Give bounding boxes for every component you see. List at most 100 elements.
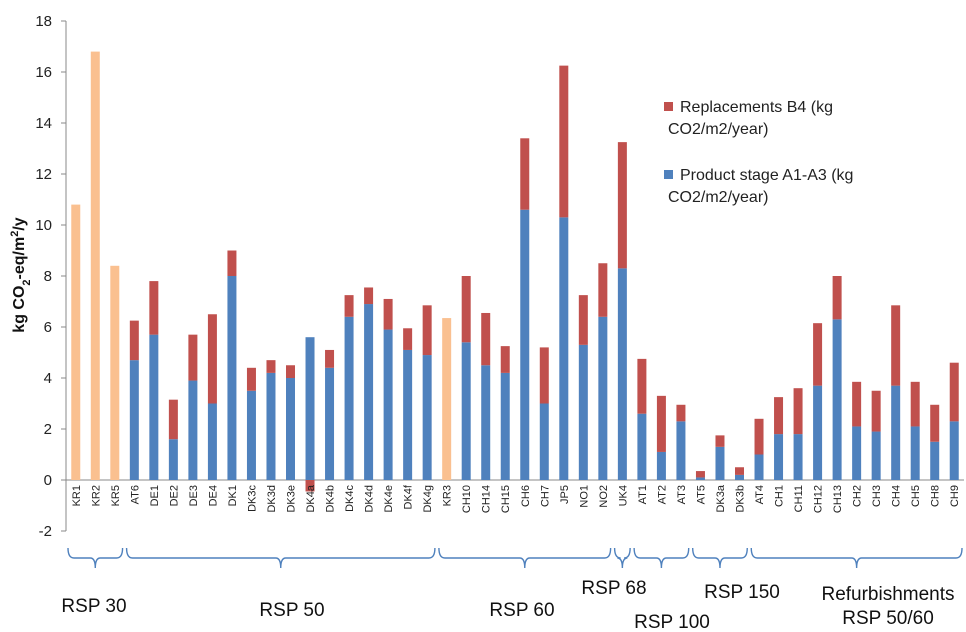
bar-product-stage bbox=[383, 329, 393, 480]
x-tick-label: DK4f bbox=[403, 484, 415, 509]
bar-product-stage bbox=[852, 426, 862, 480]
bar-product-stage bbox=[813, 385, 823, 480]
y-axis-label: kg CO2-eq/m2/y bbox=[9, 217, 33, 332]
x-tick-label: DK3a bbox=[715, 484, 727, 512]
legend-text-product: Product stage A1-A3 (kg bbox=[680, 167, 853, 184]
legend: Replacements B4 (kg CO2/m2/year) Product s… bbox=[664, 99, 853, 206]
bar-replacements bbox=[813, 323, 823, 386]
group-label: RSP 60 bbox=[489, 600, 554, 621]
x-tick-label: CH15 bbox=[500, 485, 512, 513]
x-tick-label: UK4 bbox=[617, 485, 629, 506]
x-tick-label: AT4 bbox=[754, 485, 766, 504]
x-tick-label: AT1 bbox=[637, 485, 649, 504]
bar-replacements bbox=[305, 480, 315, 492]
bar-product-stage bbox=[188, 380, 198, 480]
x-tick-label: CH14 bbox=[481, 485, 493, 513]
bar-product-stage bbox=[578, 344, 588, 480]
group-label: RSP 100 bbox=[634, 612, 710, 632]
x-tick-label: KR1 bbox=[71, 485, 83, 506]
bar-replacements bbox=[207, 314, 217, 404]
bar-replacements bbox=[578, 295, 588, 345]
bar-product-stage bbox=[871, 431, 881, 480]
group-label: RSP 50/60 bbox=[842, 608, 934, 629]
y-tick-label: 4 bbox=[44, 370, 52, 387]
bar-replacements bbox=[735, 467, 744, 475]
x-tick-label: DK3d bbox=[266, 485, 278, 513]
bar-product-stage bbox=[949, 421, 959, 480]
bar-total bbox=[71, 204, 81, 480]
x-tick-label: CH4 bbox=[891, 485, 903, 507]
bar-replacements bbox=[774, 397, 784, 435]
legend-text-product: CO2/m2/year) bbox=[668, 189, 768, 206]
bar-product-stage bbox=[286, 378, 295, 480]
bar-replacements bbox=[344, 295, 354, 317]
x-tick-label: JP5 bbox=[559, 485, 571, 504]
bar-product-stage bbox=[695, 477, 705, 480]
bar-replacements bbox=[246, 367, 256, 391]
group-bracket bbox=[750, 547, 963, 569]
group-bracket bbox=[633, 547, 690, 569]
group-bracket bbox=[691, 547, 748, 569]
y-tick-labels: -2 0 2 4 6 8 10 12 14 16 18 bbox=[35, 13, 52, 540]
bar-replacements bbox=[617, 142, 627, 269]
x-tick-label: CH10 bbox=[461, 485, 473, 513]
y-tick-label: -2 bbox=[39, 523, 52, 540]
x-tick-labels: KR1 KR2 KR5 AT6 DE1 DE2 DE3 DE4 DK1 DK3c DK3d DK3e D… bbox=[71, 484, 961, 513]
x-tick-label: CH12 bbox=[813, 485, 825, 513]
x-tick-label: CH6 bbox=[520, 485, 532, 507]
bar-product-stage bbox=[891, 385, 901, 480]
bar-replacements bbox=[422, 305, 432, 356]
x-tick-label: AT3 bbox=[676, 485, 688, 504]
x-tick-label: DK4a bbox=[305, 484, 317, 512]
x-tick-label: DK4c bbox=[344, 485, 356, 512]
bar-product-stage bbox=[227, 276, 237, 480]
bar-replacements bbox=[286, 365, 295, 378]
bar-replacements bbox=[910, 381, 920, 427]
bar-product-stage bbox=[637, 413, 647, 480]
bar-replacements bbox=[793, 388, 803, 435]
x-tick-label: CH9 bbox=[949, 485, 961, 507]
x-tick-label: DE1 bbox=[149, 485, 161, 506]
bar-product-stage bbox=[325, 367, 335, 480]
x-tick-label: CH2 bbox=[852, 485, 864, 507]
bar-replacements bbox=[149, 281, 159, 335]
bar-product-stage bbox=[207, 403, 217, 480]
x-tick-label: AT6 bbox=[129, 485, 141, 504]
bar-replacements bbox=[695, 471, 705, 478]
legend-swatch-replacements bbox=[664, 102, 673, 111]
bar-replacements bbox=[539, 347, 549, 404]
bar-total bbox=[110, 265, 120, 480]
bar-product-stage bbox=[481, 365, 491, 480]
group-bracket bbox=[438, 547, 612, 569]
bar-replacements bbox=[403, 328, 413, 350]
bar-product-stage bbox=[305, 337, 315, 480]
x-tick-label: KR5 bbox=[110, 485, 122, 506]
x-tick-label: DK4b bbox=[325, 485, 337, 513]
y-tick-label: 16 bbox=[35, 64, 52, 81]
bar-total bbox=[90, 51, 100, 480]
legend-text-replacements: CO2/m2/year) bbox=[668, 121, 768, 138]
bar-product-stage bbox=[364, 304, 374, 480]
bar-product-stage bbox=[598, 316, 608, 480]
bar-product-stage bbox=[246, 390, 256, 480]
bar-product-stage bbox=[617, 268, 627, 480]
x-tick-label: DK3c bbox=[246, 485, 258, 512]
bar-replacements bbox=[129, 320, 139, 361]
bar-product-stage bbox=[539, 403, 549, 480]
bar-replacements bbox=[266, 360, 276, 373]
bar-replacements bbox=[227, 250, 237, 276]
group-label: RSP 30 bbox=[61, 596, 126, 617]
bar-product-stage bbox=[500, 372, 510, 480]
legend-swatch-product bbox=[664, 170, 673, 179]
group-label: RSP 68 bbox=[581, 578, 646, 599]
y-tick-label: 6 bbox=[44, 319, 52, 336]
x-tick-label: DE4 bbox=[207, 485, 219, 506]
bar-replacements bbox=[871, 390, 881, 432]
bar-replacements bbox=[500, 346, 510, 373]
bar-replacements bbox=[656, 395, 666, 452]
x-tick-label: CH13 bbox=[832, 485, 844, 513]
x-tick-label: NO1 bbox=[578, 485, 590, 508]
x-tick-label: KR2 bbox=[90, 485, 102, 506]
x-tick-label: DK3b bbox=[735, 485, 747, 513]
